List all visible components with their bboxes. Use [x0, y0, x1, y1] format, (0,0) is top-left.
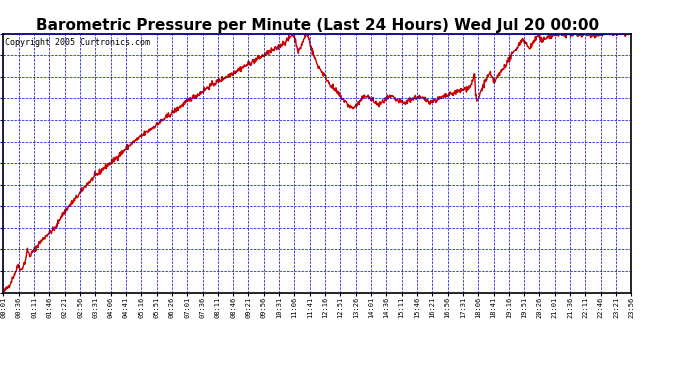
Text: Copyright 2005 Curtronics.com: Copyright 2005 Curtronics.com: [5, 38, 150, 46]
Title: Barometric Pressure per Minute (Last 24 Hours) Wed Jul 20 00:00: Barometric Pressure per Minute (Last 24 …: [36, 18, 599, 33]
